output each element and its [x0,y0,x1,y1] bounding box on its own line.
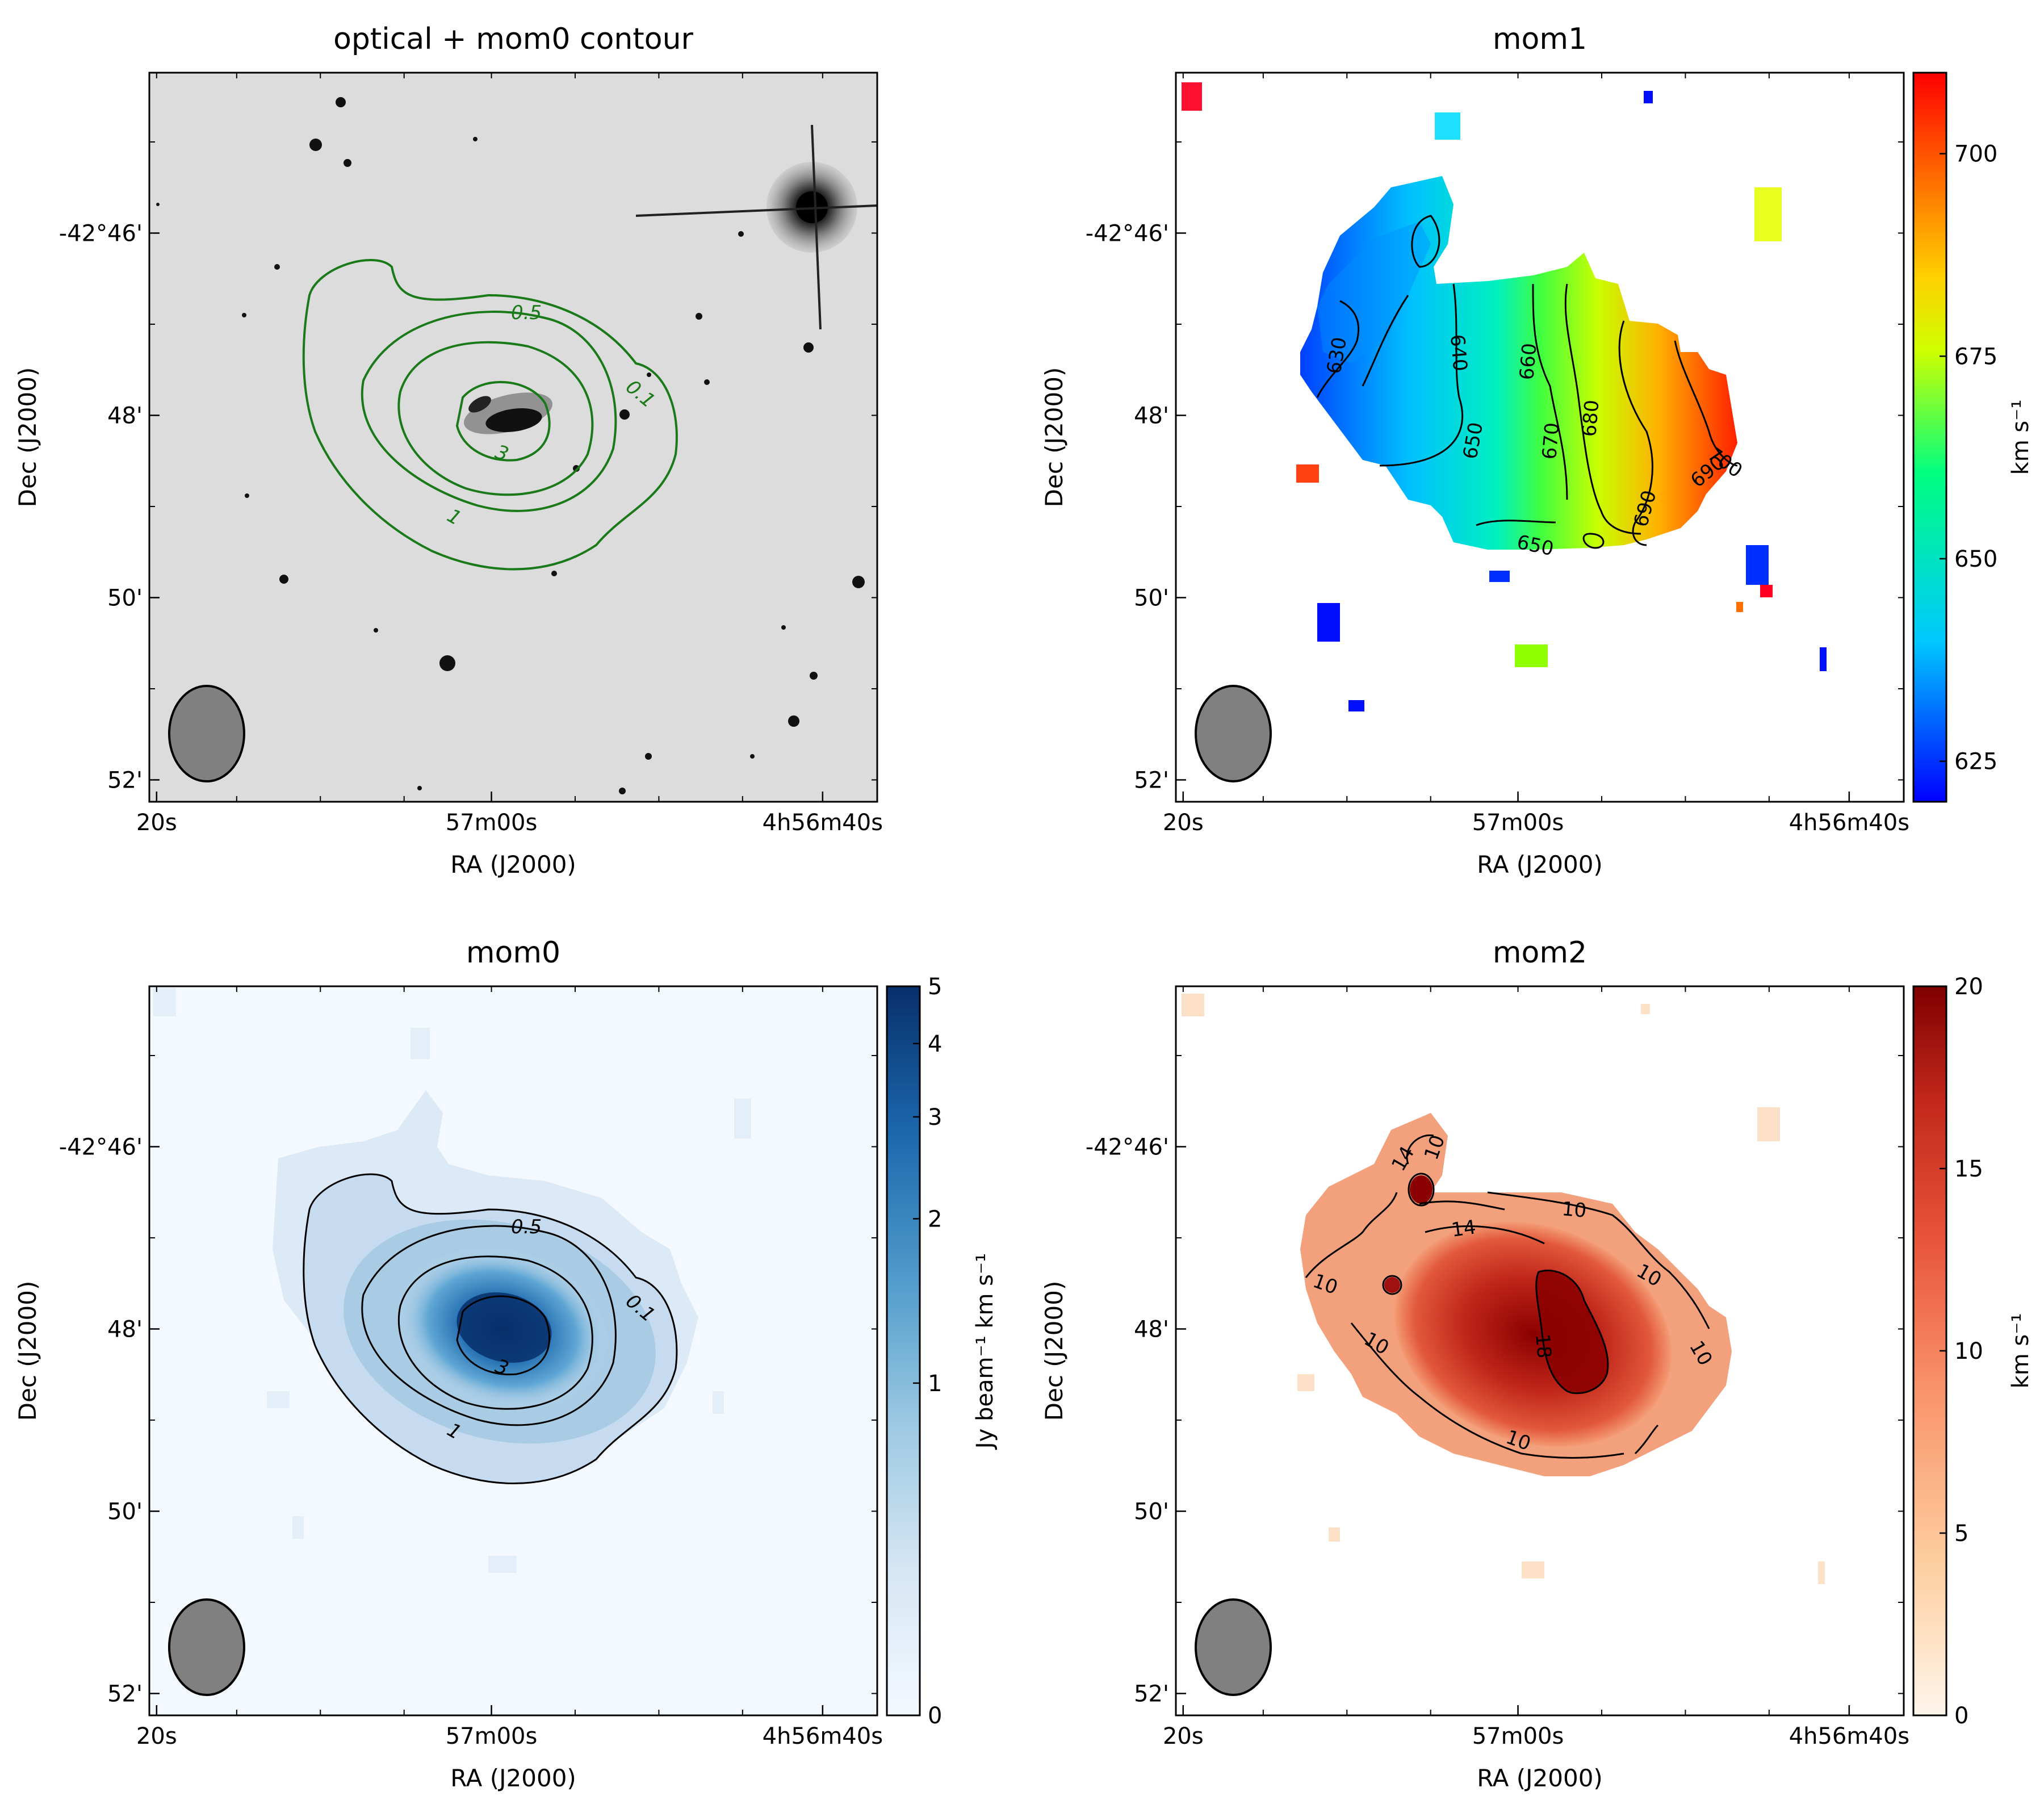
field-stars [156,97,865,794]
colorbar-tick-label: 0 [928,1703,942,1729]
mom2-noise-blobs [1182,994,1825,1584]
y-axis-label: Dec (J2000) [14,367,41,508]
x-tick-label: 4h56m40s [763,810,883,836]
velocity-contours [1316,215,1738,549]
x-axis-label: RA (J2000) [450,1764,576,1792]
panel-title: mom1 [1493,22,1587,56]
y-tick-label: -42°46' [1086,220,1169,246]
panel-mom0: mom0 [148,936,998,1716]
x-tick-label: 57m00s [446,1723,538,1749]
colorbar-tick-label: 650 [1954,546,1997,572]
y-tick-label: -42°46' [59,220,143,246]
velocity-field [1300,176,1737,550]
colorbar-label: Jy beam⁻¹ km s⁻¹ [972,1253,998,1450]
x-tick-label: 57m00s [1472,810,1564,836]
axes-layer: 20s 57m00s 4h56m40s -42°46' 48' 50' 52' RA (J20… [14,73,1997,1792]
bright-star [635,124,877,330]
colorbar-tick-label: 5 [928,974,942,1000]
y-axis-label: Dec (J2000) [14,1281,41,1421]
contour-label: 18 [1531,1333,1556,1359]
y-tick-label: 52' [1134,1681,1169,1707]
axes-frame [1175,985,1905,1716]
y-tick-label: 48' [107,1316,143,1342]
axes-frame [148,985,878,1716]
contour-label: 670 [1538,422,1564,460]
x-tick-label: 20s [136,810,177,836]
colorbar [1912,72,1947,803]
contour-label: 680 [1578,399,1604,438]
colorbar-tick-label: 625 [1954,749,1997,775]
y-axis-label: Dec (J2000) [1040,367,1068,508]
beam-ellipse [168,1598,245,1696]
colorbar [886,985,921,1716]
y-tick-label: 50' [107,585,143,611]
mom2-contours [1305,1134,1710,1459]
y-tick-label: 52' [1134,767,1169,793]
mom0-contours-optical [302,259,678,571]
x-axis-label: RA (J2000) [450,851,576,878]
panel-optical: optical + mom0 contour [148,22,878,803]
mom2-contour-labels: 10 14 10 14 10 10 18 10 10 10 [1310,1132,1717,1456]
y-tick-label: -42°46' [1086,1134,1169,1160]
y-tick-label: 48' [1134,403,1169,429]
x-tick-label: 20s [1163,1723,1204,1749]
x-tick-label: 4h56m40s [1789,1723,1909,1749]
colorbar-tick-label: 2 [928,1206,942,1232]
colorbar-label: km s⁻¹ [2008,1313,2034,1389]
y-tick-label: 50' [107,1498,143,1525]
y-tick-label: 50' [1134,1498,1169,1525]
panel-mom2: mom2 [1175,936,2034,1716]
colorbar-tick-label: 15 [1954,1156,1983,1182]
y-tick-label: -42°46' [59,1134,143,1160]
x-tick-label: 20s [136,1723,177,1749]
mom0-contours [303,1173,678,1484]
optical-image-background [149,73,877,802]
panel-title: optical + mom0 contour [333,22,693,56]
beam-ellipse [168,685,245,782]
colorbar-tick-label: 3 [928,1104,942,1131]
contour-label: 14 [1450,1216,1477,1242]
colorbar-tick-label: 0 [1954,1703,1968,1729]
panel-title: mom2 [1493,936,1587,970]
colorbar-tick-label: 675 [1954,344,1997,370]
beam-ellipse [1195,685,1272,782]
x-tick-label: 57m00s [1472,1723,1564,1749]
x-tick-label: 4h56m40s [1789,810,1909,836]
axes-frame [148,72,878,803]
colorbar-tick-label: 4 [928,1031,942,1057]
velocity-blobs [1182,82,1827,711]
contour-label: 0.5 [511,1216,542,1238]
mom0-noise-blobs [153,988,751,1573]
y-tick-label: 52' [107,767,143,793]
colorbar-tick-label: 700 [1954,141,1997,168]
contour-label: 660 [1515,342,1542,381]
colorbar-tick-label: 10 [1954,1338,1983,1364]
optical-galaxy [463,392,553,434]
x-tick-label: 20s [1163,810,1204,836]
contour-label: 0.5 [511,302,542,324]
colorbar-label: km s⁻¹ [2008,400,2034,475]
colorbar-tick-label: 20 [1954,974,1983,1000]
panel-title: mom0 [466,936,560,970]
contour-label: 10 [1561,1198,1588,1223]
beam-ellipse [1195,1598,1272,1696]
x-axis-label: RA (J2000) [1477,1764,1603,1792]
colorbar-tick-label: 5 [1954,1521,1968,1547]
y-tick-label: 48' [1134,1316,1169,1342]
axes-frame [1175,72,1905,803]
y-axis-label: Dec (J2000) [1040,1281,1068,1421]
velocity-field-core [1317,221,1431,363]
mom0-emission [273,1090,698,1484]
x-tick-label: 57m00s [446,810,538,836]
y-tick-label: 50' [1134,585,1169,611]
x-axis-label: RA (J2000) [1477,851,1603,878]
contour-label: 640 [1446,333,1472,372]
mom2-emission [1300,1113,1732,1476]
panel-mom1: mom1 [1175,22,2034,803]
y-tick-label: 52' [107,1681,143,1707]
colorbar-tick-label: 1 [928,1371,942,1397]
x-tick-label: 4h56m40s [763,1723,883,1749]
y-tick-label: 48' [107,403,143,429]
